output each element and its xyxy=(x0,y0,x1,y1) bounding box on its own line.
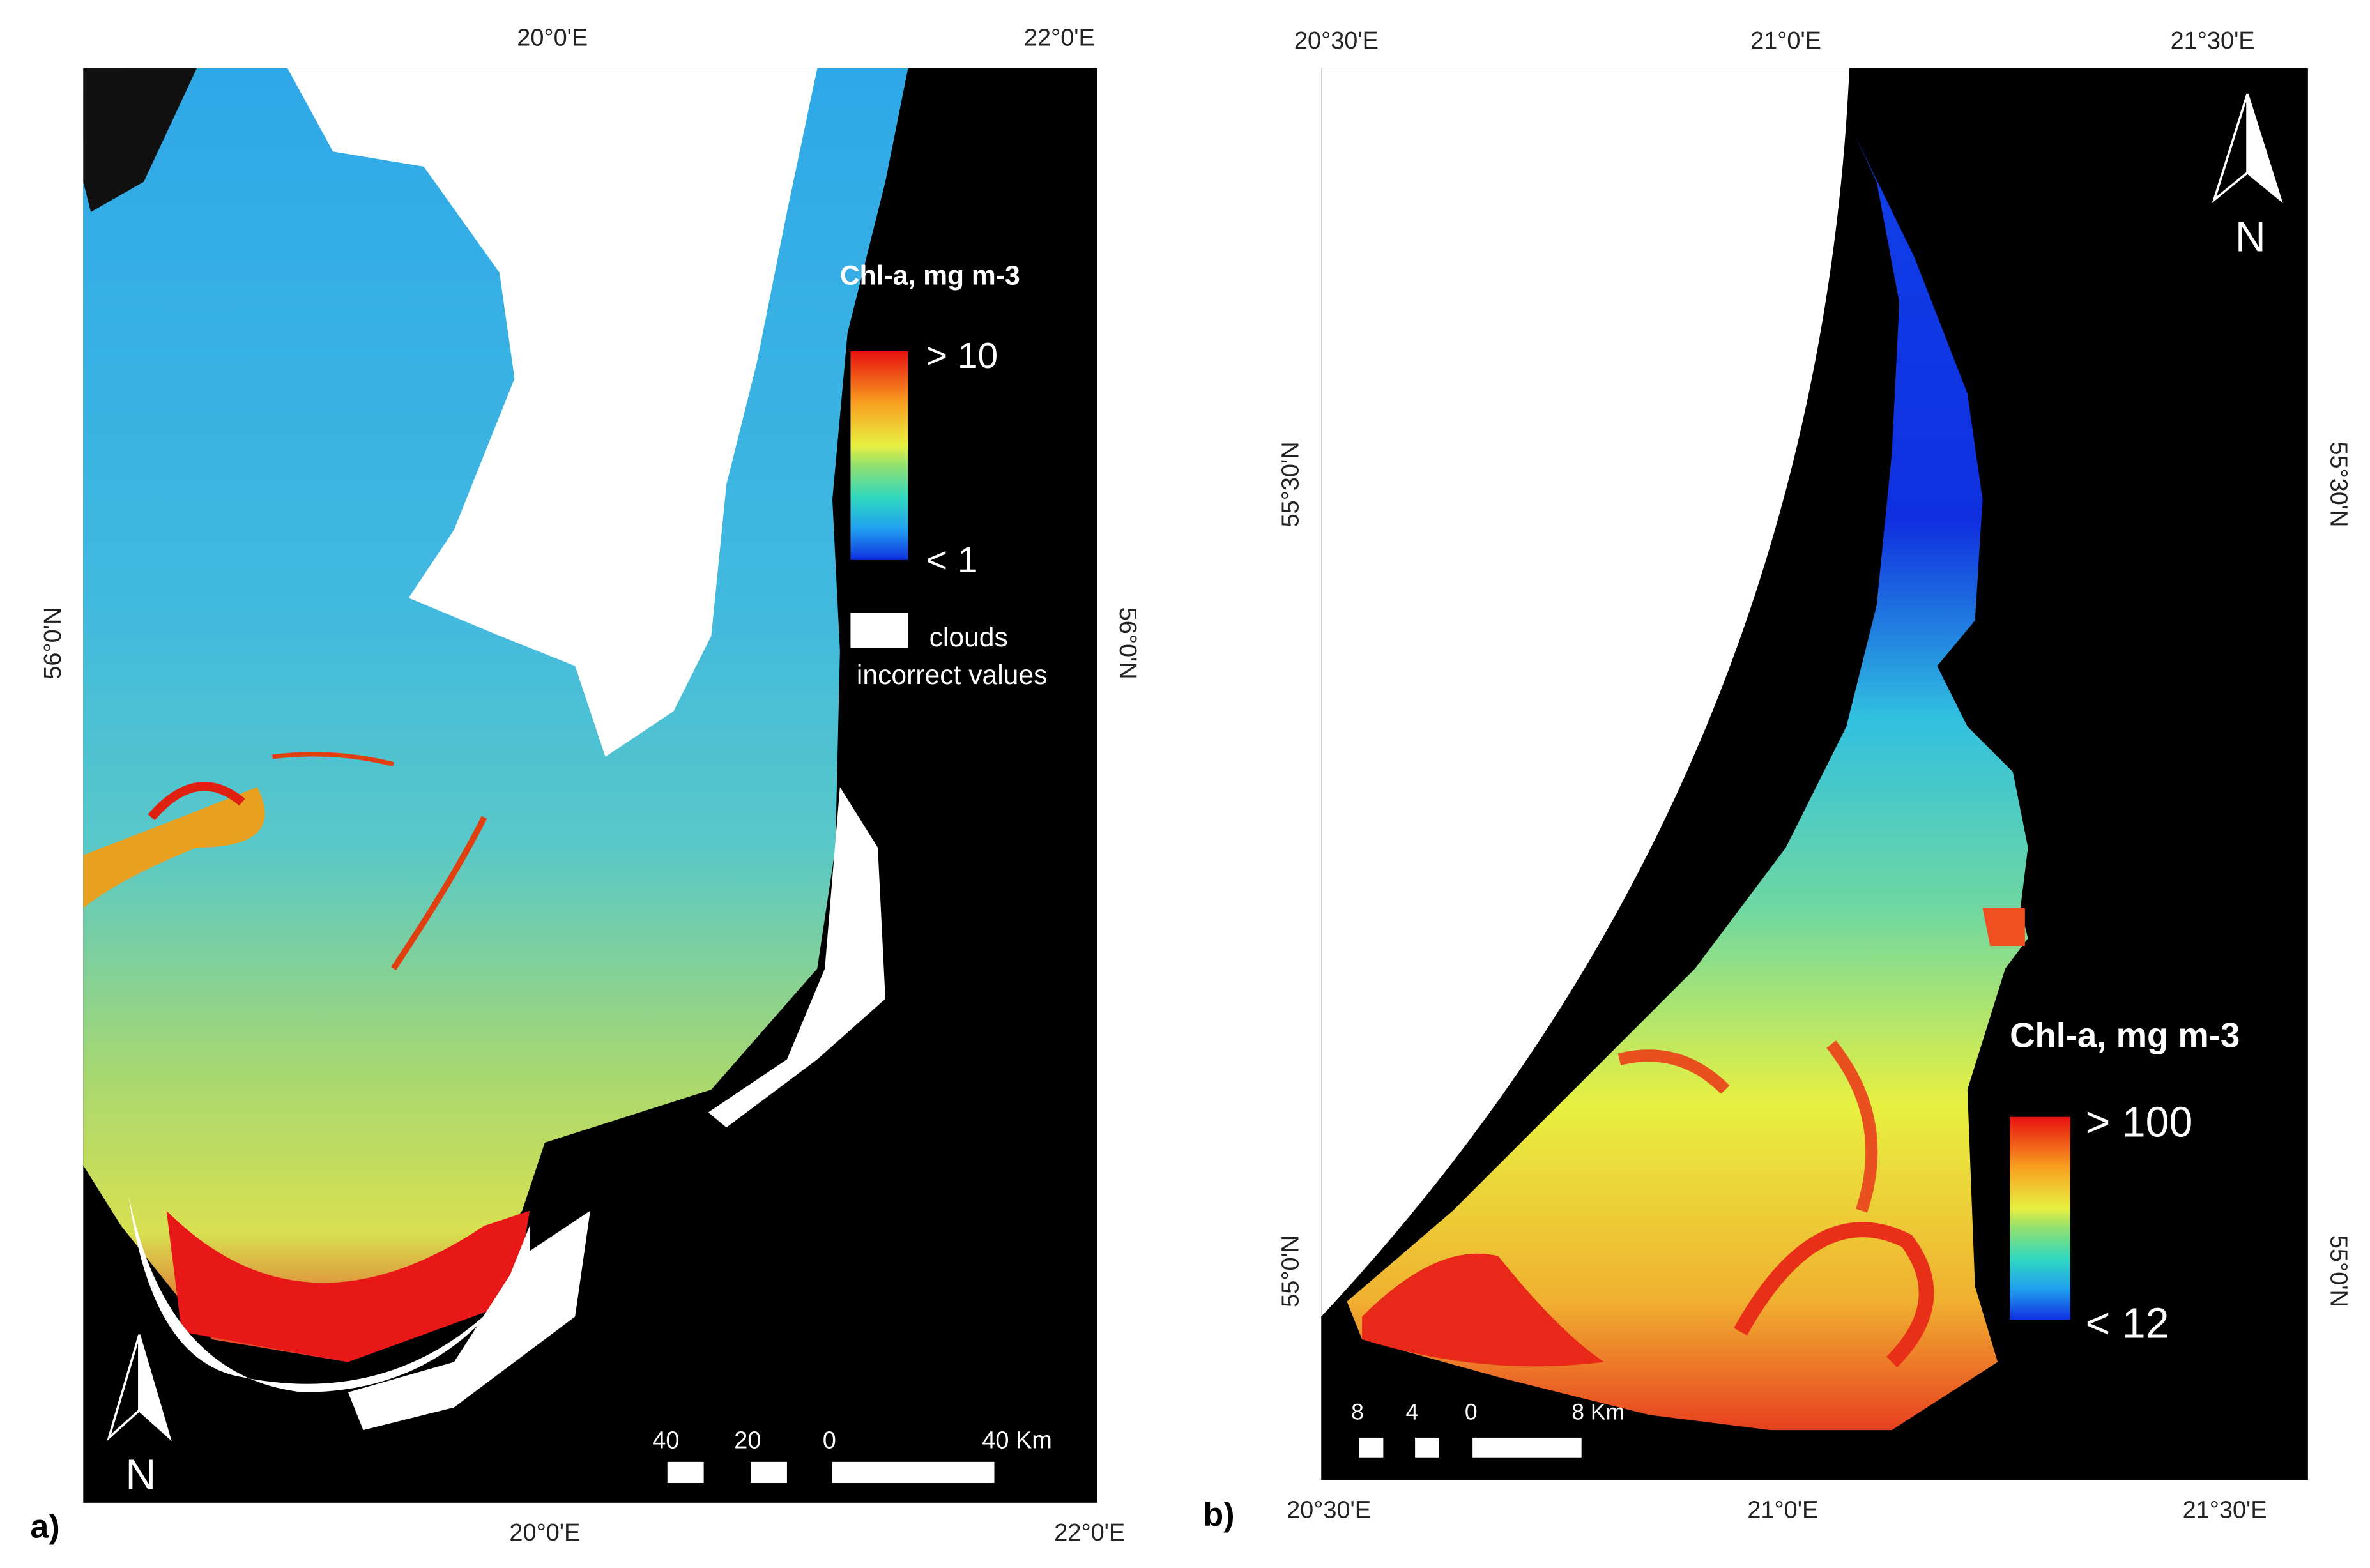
bloom xyxy=(1617,1049,1730,1094)
bloom xyxy=(148,782,245,821)
lat-label: 55°0'N xyxy=(2325,1235,2351,1307)
map-b xyxy=(1321,68,2028,1431)
legend-max: > 100 xyxy=(2086,1099,2193,1146)
colorbar xyxy=(2010,1116,2070,1320)
lon-label: 21°30'E xyxy=(2183,1497,2267,1524)
legend-max: > 10 xyxy=(926,336,998,376)
legend-clouds: clouds xyxy=(929,622,1008,653)
bloom xyxy=(1826,1040,1878,1213)
clouds xyxy=(287,68,818,757)
north-arrow xyxy=(2246,93,2283,204)
scale-label: 8 xyxy=(1351,1399,1364,1425)
scale-bar xyxy=(832,1461,995,1484)
scale-label: 4 xyxy=(1405,1399,1418,1425)
scale-label: 0 xyxy=(1465,1399,1478,1425)
bloom xyxy=(271,752,394,767)
lat-label: 55°0'N xyxy=(1278,1235,1304,1307)
north-label: N xyxy=(125,1451,156,1498)
lat-label: 55°30'N xyxy=(1278,441,1304,527)
bloom xyxy=(391,816,487,971)
scale-bar xyxy=(1359,1437,1384,1458)
bloom xyxy=(1982,908,2025,946)
lon-label: 20°0'E xyxy=(509,1519,580,1546)
lon-label: 20°0'E xyxy=(517,24,588,51)
spit xyxy=(708,787,885,1128)
legend-min: < 12 xyxy=(2086,1300,2169,1348)
cloud-swatch xyxy=(850,613,908,648)
scale-bar xyxy=(1472,1437,1582,1458)
bloom xyxy=(1362,1253,1605,1367)
lagoon xyxy=(1347,133,2028,1431)
lat-label: 56°0'N xyxy=(40,607,66,680)
legend-min: < 1 xyxy=(926,540,978,581)
lon-label: 21°30'E xyxy=(2171,27,2255,54)
no-data xyxy=(1321,68,1850,1317)
map-a xyxy=(83,68,908,1431)
scale-label: 0 xyxy=(823,1427,836,1454)
bloom xyxy=(166,1210,530,1362)
spit xyxy=(348,1210,590,1431)
scale-bar xyxy=(667,1461,704,1484)
scale-bar xyxy=(751,1461,787,1484)
lon-label: 22°0'E xyxy=(1024,24,1095,51)
legend-title: Chl-a, mg m-3 xyxy=(840,261,1020,291)
panel-label: b) xyxy=(1203,1496,1234,1533)
scale-bar xyxy=(1415,1437,1440,1458)
bloom xyxy=(83,787,265,908)
scale-label: 8 Km xyxy=(1571,1399,1625,1425)
scale-label: 40 Km xyxy=(982,1427,1052,1454)
scale-label: 20 xyxy=(734,1427,761,1454)
lon-label: 21°0'E xyxy=(1747,1497,1818,1524)
north-label: N xyxy=(2235,214,2266,261)
lon-label: 20°30'E xyxy=(1294,27,1379,54)
legend-incorrect: incorrect values xyxy=(857,660,1048,690)
panel-label: a) xyxy=(30,1508,59,1545)
north-arrow xyxy=(138,1334,172,1442)
legend-title: Chl-a, mg m-3 xyxy=(2010,1016,2240,1055)
bloom xyxy=(1734,1222,1934,1367)
colorbar xyxy=(850,351,908,560)
lon-label: 20°30'E xyxy=(1287,1497,1371,1524)
lat-label: 55°30'N xyxy=(2325,441,2351,527)
scale-label: 40 xyxy=(652,1427,679,1454)
lat-label: 56°0'N xyxy=(1114,607,1141,680)
land xyxy=(83,68,197,212)
lon-label: 22°0'E xyxy=(1054,1519,1125,1546)
lon-label: 21°0'E xyxy=(1750,27,1821,54)
